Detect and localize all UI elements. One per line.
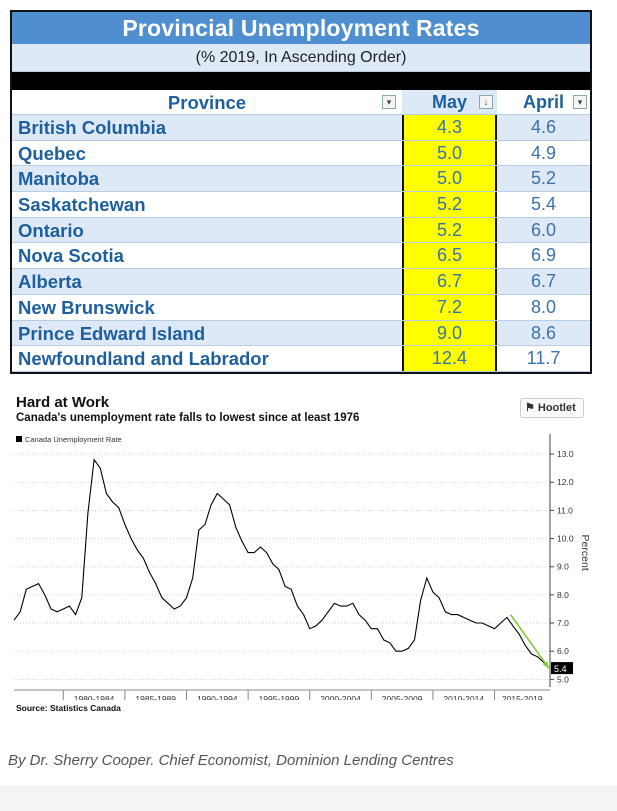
cell-may: 6.7 <box>402 269 497 294</box>
cell-may: 9.0 <box>402 320 497 346</box>
y-axis-label: Percent <box>579 535 591 571</box>
may-sort-filter-icon[interactable]: ↓ <box>479 95 493 109</box>
hootlet-label: Hootlet <box>537 402 576 414</box>
cell-may: 7.2 <box>402 294 497 320</box>
cell-may: 4.3 <box>402 115 497 140</box>
table-header-row: Province ▾ May ↓ April ▾ <box>12 90 590 115</box>
province-filter-dropdown-icon[interactable]: ▾ <box>382 95 396 109</box>
table-row: New Brunswick 7.2 8.0 <box>12 294 590 321</box>
cell-province: New Brunswick <box>18 296 155 318</box>
unemployment-table: Provincial Unemployment Rates (% 2019, I… <box>10 10 592 374</box>
cell-province: Nova Scotia <box>18 245 124 267</box>
last-value-label: 5.4 <box>554 664 567 674</box>
cell-province: Quebec <box>18 142 86 164</box>
y-tick-label: 7.0 <box>557 618 569 628</box>
cell-province: Saskatchewan <box>18 194 146 216</box>
cell-province: Newfoundland and Labrador <box>18 348 269 370</box>
y-tick-label: 5.0 <box>557 674 569 684</box>
cell-may: 12.4 <box>402 346 497 371</box>
table-title: Provincial Unemployment Rates <box>12 12 590 44</box>
table-subtitle: (% 2019, In Ascending Order) <box>12 44 590 72</box>
y-tick-label: 12.0 <box>557 477 574 487</box>
unemployment-chart: Hard at Work Canada's unemployment rate … <box>10 390 592 720</box>
cell-province: Alberta <box>18 271 82 293</box>
cell-april: 5.2 <box>530 168 557 189</box>
table-row: Newfoundland and Labrador 12.4 11.7 <box>12 346 590 372</box>
x-tick-label: 2015-2019 <box>502 694 543 700</box>
cell-province: Manitoba <box>18 168 100 190</box>
chart-title: Hard at Work <box>16 394 110 411</box>
y-tick-label: 9.0 <box>557 562 569 572</box>
y-tick-label: 11.0 <box>557 505 573 515</box>
table-row: Saskatchewan 5.2 5.4 <box>12 192 590 218</box>
cell-may: 5.2 <box>402 217 497 243</box>
y-tick-label: 6.0 <box>557 646 569 656</box>
table-row: British Columbia 4.3 4.6 <box>12 115 590 141</box>
cell-april: 4.6 <box>530 117 557 137</box>
chart-source: Source: Statistics Canada <box>16 703 121 713</box>
cell-april: 4.9 <box>530 142 557 163</box>
cell-april: 5.4 <box>530 194 557 215</box>
table-row: Prince Edward Island 9.0 8.6 <box>12 320 590 347</box>
cell-april: 6.0 <box>530 219 557 240</box>
cell-province: British Columbia <box>18 117 167 138</box>
x-tick-label: 2000-2004 <box>320 694 361 700</box>
x-tick-label: 1980-1984 <box>74 694 115 700</box>
table-body: Province ▾ May ↓ April ▾ British Columbi… <box>12 90 590 372</box>
cell-april: 6.9 <box>530 245 557 266</box>
header-province[interactable]: Province <box>167 92 247 113</box>
table-row: Ontario 5.2 6.0 <box>12 217 590 244</box>
header-april[interactable]: April <box>522 92 564 112</box>
x-tick-label: 1990-1994 <box>197 694 238 700</box>
x-tick-label: 1995-1999 <box>259 694 300 700</box>
legend-label: Canada Unemployment Rate <box>25 435 122 444</box>
cell-may: 6.5 <box>402 243 497 269</box>
x-tick-label: 2005-2009 <box>382 694 423 700</box>
cell-april: 11.7 <box>526 348 561 369</box>
april-filter-dropdown-icon[interactable]: ▾ <box>573 95 587 109</box>
chart-plot: 13.0 12.0 11.0 10.0 9.0 8.0 7.0 6.0 5.0 Percent 19… <box>13 434 591 700</box>
cell-april: 8.0 <box>530 296 557 317</box>
cell-may: 5.0 <box>402 166 497 192</box>
legend-swatch <box>16 436 22 442</box>
y-tick-label: 8.0 <box>557 590 569 600</box>
x-tick-label: 1985-1989 <box>135 694 176 700</box>
y-tick-label: 10.0 <box>557 534 574 544</box>
y-tick-label: 13.0 <box>557 449 574 459</box>
table-divider-bar <box>12 72 590 90</box>
table-row: Nova Scotia 6.5 6.9 <box>12 243 590 270</box>
table-row: Quebec 5.0 4.9 <box>12 140 590 167</box>
author-caption: By Dr. Sherry Cooper. Chief Economist, D… <box>8 752 454 769</box>
cell-province: Prince Edward Island <box>18 322 206 344</box>
cell-may: 5.2 <box>402 192 497 217</box>
cell-april: 8.6 <box>530 322 557 343</box>
series-line <box>13 458 550 669</box>
table-row: Manitoba 5.0 5.2 <box>12 166 590 193</box>
chart-subtitle: Canada's unemployment rate falls to lowe… <box>16 412 360 424</box>
hootlet-icon: ⚑ <box>525 402 535 414</box>
trend-arrow-line <box>509 614 550 669</box>
bottom-band <box>0 785 617 811</box>
last-value-badge <box>551 662 573 675</box>
cell-may: 5.0 <box>402 140 497 166</box>
trend-arrowhead <box>542 661 549 669</box>
table-row: Alberta 6.7 6.7 <box>12 269 590 295</box>
cell-april: 6.7 <box>530 271 557 292</box>
hootlet-logo: ⚑ Hootlet <box>520 398 584 418</box>
cell-province: Ontario <box>18 219 84 241</box>
x-tick-label: 2010-2014 <box>443 694 484 700</box>
